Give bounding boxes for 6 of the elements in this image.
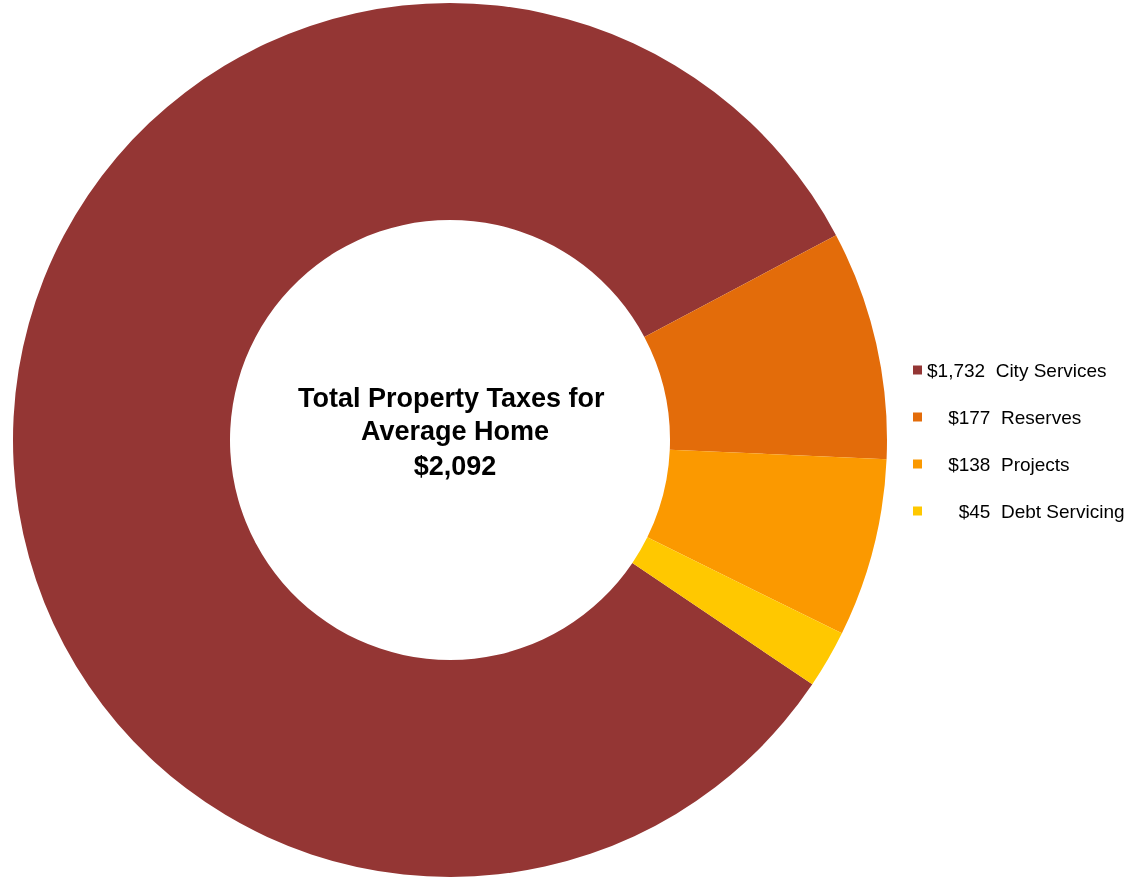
legend-label: $45 Debt Servicing — [927, 500, 1125, 522]
legend-label: $138 Projects — [927, 453, 1070, 475]
text: Total Property Taxes for Average Home — [297, 382, 613, 446]
text: $2,092 — [413, 450, 497, 481]
legend-label: $1,732 City Services — [927, 359, 1107, 381]
legend-label: $177 Reserves — [927, 406, 1082, 428]
